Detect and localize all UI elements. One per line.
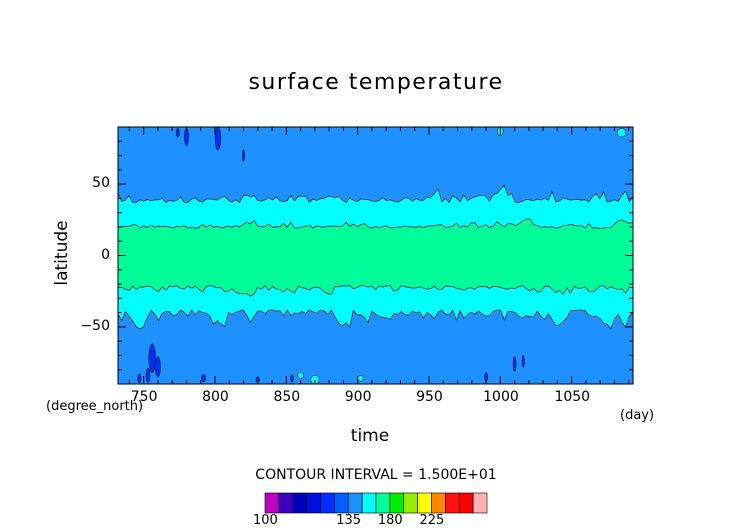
patch-120-135 xyxy=(145,367,151,383)
patch-120-135 xyxy=(154,356,161,378)
y-tick-label: 0 xyxy=(101,246,110,263)
colorbar-tick-label: 225 xyxy=(419,513,445,528)
colorbar-tick-label: 100 xyxy=(253,513,278,528)
x-tick-label: 800 xyxy=(202,389,229,405)
colorbar-swatch xyxy=(375,492,391,514)
patch-120-135 xyxy=(175,128,180,138)
colorbar-swatch xyxy=(431,492,446,514)
colorbar-swatch xyxy=(417,492,432,514)
axis-ticks xyxy=(118,126,633,385)
contour-bands xyxy=(117,184,634,330)
colorbar-swatch xyxy=(334,492,349,514)
colorbar-swatch xyxy=(264,492,280,514)
colorbar-swatch xyxy=(292,492,307,514)
colorbar-swatch xyxy=(389,492,405,514)
patch-120-135 xyxy=(512,356,517,372)
patch-150-165 xyxy=(297,372,304,379)
patch-120-135 xyxy=(214,126,222,151)
x-axis-label: time xyxy=(350,426,390,446)
patch-120-135 xyxy=(484,372,488,382)
colorbar-tick-label: 180 xyxy=(377,513,403,528)
colorbar-swatch xyxy=(472,492,488,514)
patch-120-135 xyxy=(137,373,142,383)
chart-title: surface temperature xyxy=(248,70,504,95)
x-tick-label: 1000 xyxy=(483,389,519,405)
x-axis-unit: (day) xyxy=(620,408,655,423)
patch-120-135 xyxy=(521,355,525,368)
colorbar-swatch xyxy=(278,492,294,514)
colorbar xyxy=(264,492,488,514)
patch-120-135 xyxy=(290,374,294,383)
x-tick-label: 900 xyxy=(344,389,372,405)
colorbar-swatch xyxy=(458,492,474,514)
patch-150-165 xyxy=(616,128,627,138)
patch-150-165 xyxy=(357,375,364,382)
band-165-180 xyxy=(117,218,634,297)
y-axis-label: latitude xyxy=(52,220,72,286)
colorbar-swatch xyxy=(403,492,418,514)
patch-120-135 xyxy=(242,149,245,162)
patch-120-135 xyxy=(148,343,156,373)
y-tick-label: 50 xyxy=(92,175,110,192)
x-tick-label: 950 xyxy=(416,389,443,405)
colorbar-swatch xyxy=(320,492,335,514)
x-tick-label: 750 xyxy=(130,389,158,405)
colorbar-swatch xyxy=(445,492,460,514)
x-tick-label: 850 xyxy=(273,389,301,405)
y-axis-unit: (degree_north) xyxy=(46,399,144,414)
patch-120-135 xyxy=(201,374,207,383)
colorbar-swatch xyxy=(306,492,321,514)
colorbar-swatch xyxy=(347,492,363,514)
x-tick-label: 1050 xyxy=(554,389,591,405)
colorbar-swatch xyxy=(361,492,377,514)
colorbar-tick-label: 135 xyxy=(336,513,362,528)
contour-interval-label: CONTOUR INTERVAL = 1.500E+01 xyxy=(255,467,497,483)
y-tick-label: −50 xyxy=(80,317,110,334)
